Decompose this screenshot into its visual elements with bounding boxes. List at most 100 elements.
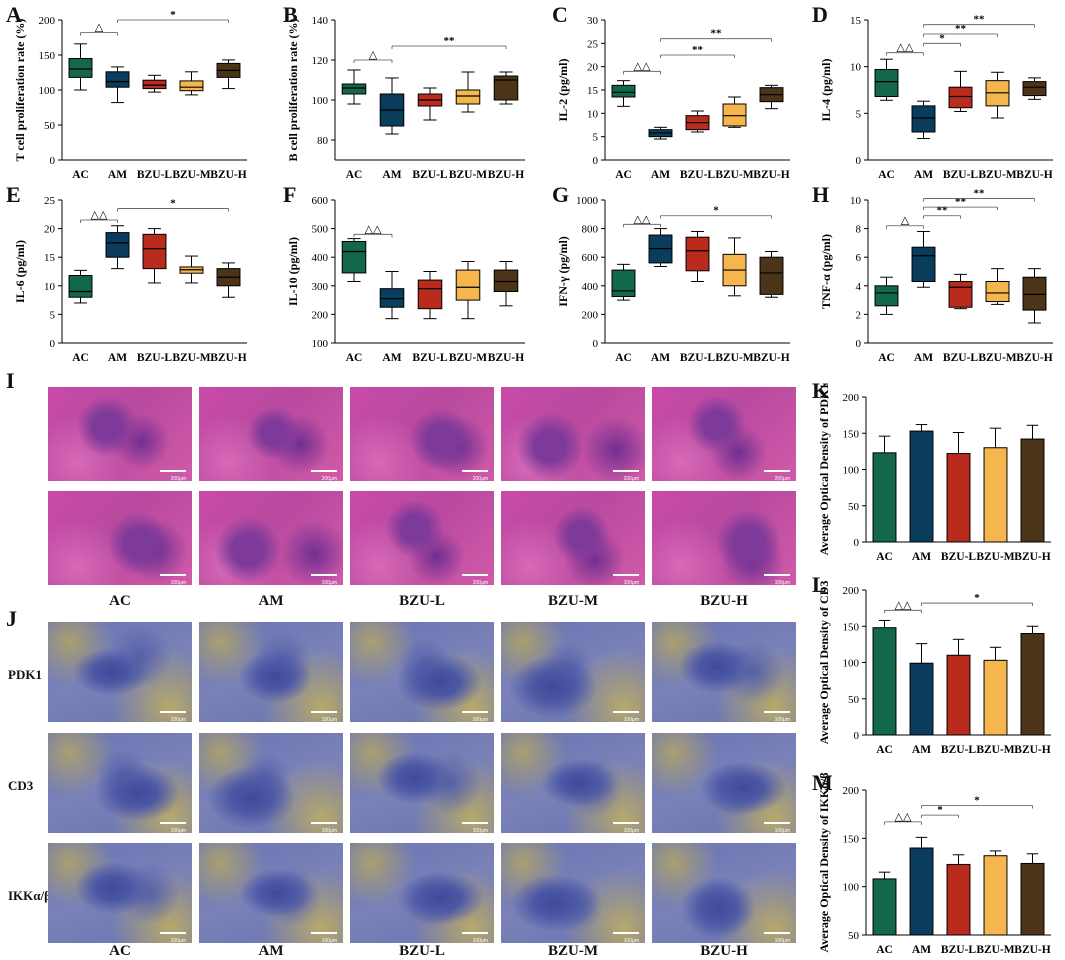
y-tick-label: 200 [843,785,860,797]
y-tick-label: 10 [44,281,56,293]
scale-bar-label: 200μm [321,476,337,481]
y-tick-label: 15 [587,85,599,97]
panel-label-j: J [6,606,17,631]
box-bzu-h [493,269,519,293]
chart-e: 0 5 10 15 20 25 IL-6 (pg/ml) AC AM BZU-L BZU-M BZU-… [13,195,247,364]
sig-label: △△ [895,599,912,611]
sig-label: △ [95,22,104,34]
y-tick-label: 100 [39,85,56,97]
panel-label-c: C [552,2,568,27]
sig-label: △△ [91,209,108,221]
panel-label-m: M [812,770,833,795]
y-tick-label: 150 [843,833,860,845]
he-image-top-am: 200μm [199,387,343,481]
scale-bar-label: 100μm [321,828,337,833]
panel-label-d: D [812,2,828,27]
ihc-image-0-am: 100μm [199,622,343,722]
box-am [911,246,936,283]
chart-f: 100 200 300 400 500 600 IL-10 (pg/ml) AC AM BZU-L… [286,195,525,364]
x-tick-label: BZU-M [449,352,487,364]
sig-label: ** [692,44,704,56]
y-tick-label: 100 [843,465,860,477]
ihc-image-2-ac: 100μm [48,843,192,943]
ihc-image-2-bzu-m: 100μm [501,843,645,943]
y-tick-label: 0 [854,537,860,549]
scale-bar-label: 100μm [774,828,790,833]
ihc-image-0-ac: 100μm [48,622,192,722]
panel-j-column-label-bzu-m: BZU-M [548,943,598,959]
x-tick-label: BZU-H [1016,169,1052,181]
sig-label: ** [974,188,986,200]
box-bzu-m [179,80,204,92]
y-tick-label: 50 [44,120,56,132]
y-tick-label: 30 [587,15,599,27]
chart-l: 0 50 100 150 200 Average Optical Density of C… [817,581,1051,756]
scale-bar-label: 200μm [623,476,639,481]
y-axis-label: Average Optical Density of PDK1 [817,384,831,556]
panel-j-row-label-1: CD3 [8,778,34,793]
bar-bzu-h [1020,862,1045,936]
bar-am [909,430,934,543]
scale-bar [462,574,488,576]
scale-bar-label: 100μm [170,717,186,722]
x-tick-label: BZU-L [943,169,978,181]
y-tick-label: 0 [854,730,860,742]
y-tick-label: 2 [856,309,862,321]
chart-h: 0 2 4 6 8 10 TNF-α (pg/ml) AC AM BZU-L BZU-M BZU-H △… [819,188,1053,364]
y-tick-label: 600 [312,195,329,207]
scale-bar-label: 100μm [774,938,790,943]
y-tick-label: 50 [848,694,860,706]
x-tick-label: BZU-M [976,551,1014,563]
scale-bar [764,470,790,472]
x-tick-label: BZU-L [412,169,447,181]
box-am [911,105,936,133]
panel-j-column-label-ac: AC [109,943,131,959]
x-tick-label: BZU-H [1014,551,1050,563]
scale-bar-label: 200μm [170,476,186,481]
y-tick-label: 800 [582,224,599,236]
panel-label-f: F [283,182,297,207]
box-am [379,288,405,308]
x-tick-label: AM [912,551,931,563]
scale-bar-label: 100μm [774,717,790,722]
panel-label-b: B [283,2,298,27]
scale-bar [160,711,186,713]
scale-bar [160,932,186,934]
x-tick-label: AM [914,352,933,364]
y-axis-label: IL-10 (pg/ml) [286,237,300,306]
sig-label: * [713,205,719,217]
sig-label: △ [369,49,378,61]
panel-j-column-label-bzu-h: BZU-H [700,943,748,959]
he-image-bottom-bzu-l: 100μm [350,491,494,585]
panel-label-h: H [812,182,830,207]
box-ac [68,58,93,78]
scale-bar-label: 100μm [472,580,488,585]
scale-bar-label: 100μm [170,938,186,943]
panel-i-column-label-bzu-m: BZU-M [548,593,598,609]
x-tick-label: AM [382,352,401,364]
x-tick-label: BZU-L [680,169,715,181]
y-tick-label: 80 [317,135,329,147]
y-tick-label: 400 [312,252,329,264]
y-tick-label: 100 [312,338,329,350]
scale-bar-label: 100μm [774,580,790,585]
y-tick-label: 100 [843,882,860,894]
y-tick-label: 50 [848,501,860,513]
ihc-image-1-bzu-m: 100μm [501,733,645,833]
y-tick-label: 140 [312,15,329,27]
panel-label-g: G [552,182,570,207]
y-tick-label: 25 [44,195,56,207]
he-image-top-ac: 200μm [48,387,192,481]
x-tick-label: BZU-H [1014,744,1050,756]
scale-bar-label: 100μm [321,717,337,722]
bar-ac [872,452,897,543]
scale-bar [613,932,639,934]
sig-label: ** [937,205,949,217]
chart-m: 50 100 150 200 Average Optical Density of IK… [817,772,1051,956]
y-tick-label: 15 [44,252,56,264]
y-tick-label: 5 [856,108,862,120]
x-tick-label: AC [878,352,895,364]
sig-label: ** [955,196,967,208]
y-tick-label: 100 [843,658,860,670]
scale-bar [462,711,488,713]
